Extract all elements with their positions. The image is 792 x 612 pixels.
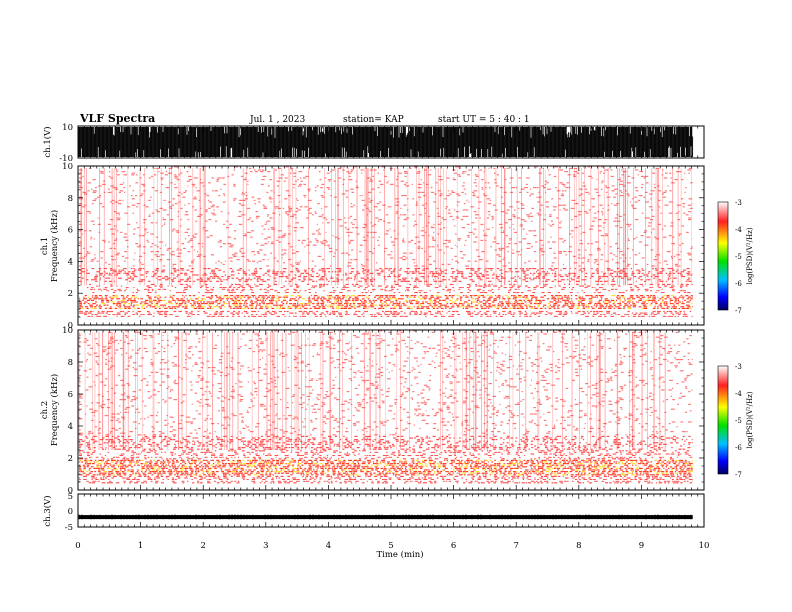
- date-label: Jul. 1 , 2023: [249, 115, 305, 125]
- start-time-label: start UT = 5 : 40 : 1: [438, 115, 530, 125]
- ch1-spectrogram-image: [78, 166, 693, 320]
- ch1-ytick-bottom: -10: [59, 154, 73, 164]
- ch1-waveform-panel: 10 -10 ch.1(V): [42, 123, 705, 164]
- ch1-ytick-top: 10: [62, 123, 73, 133]
- station-label: station= KAP: [343, 115, 404, 125]
- ch1-waveform-trace: [78, 127, 694, 157]
- ch1-waveform-ylabel: ch.1(V): [42, 126, 53, 157]
- figure-title: VLF Spectra: [79, 112, 155, 125]
